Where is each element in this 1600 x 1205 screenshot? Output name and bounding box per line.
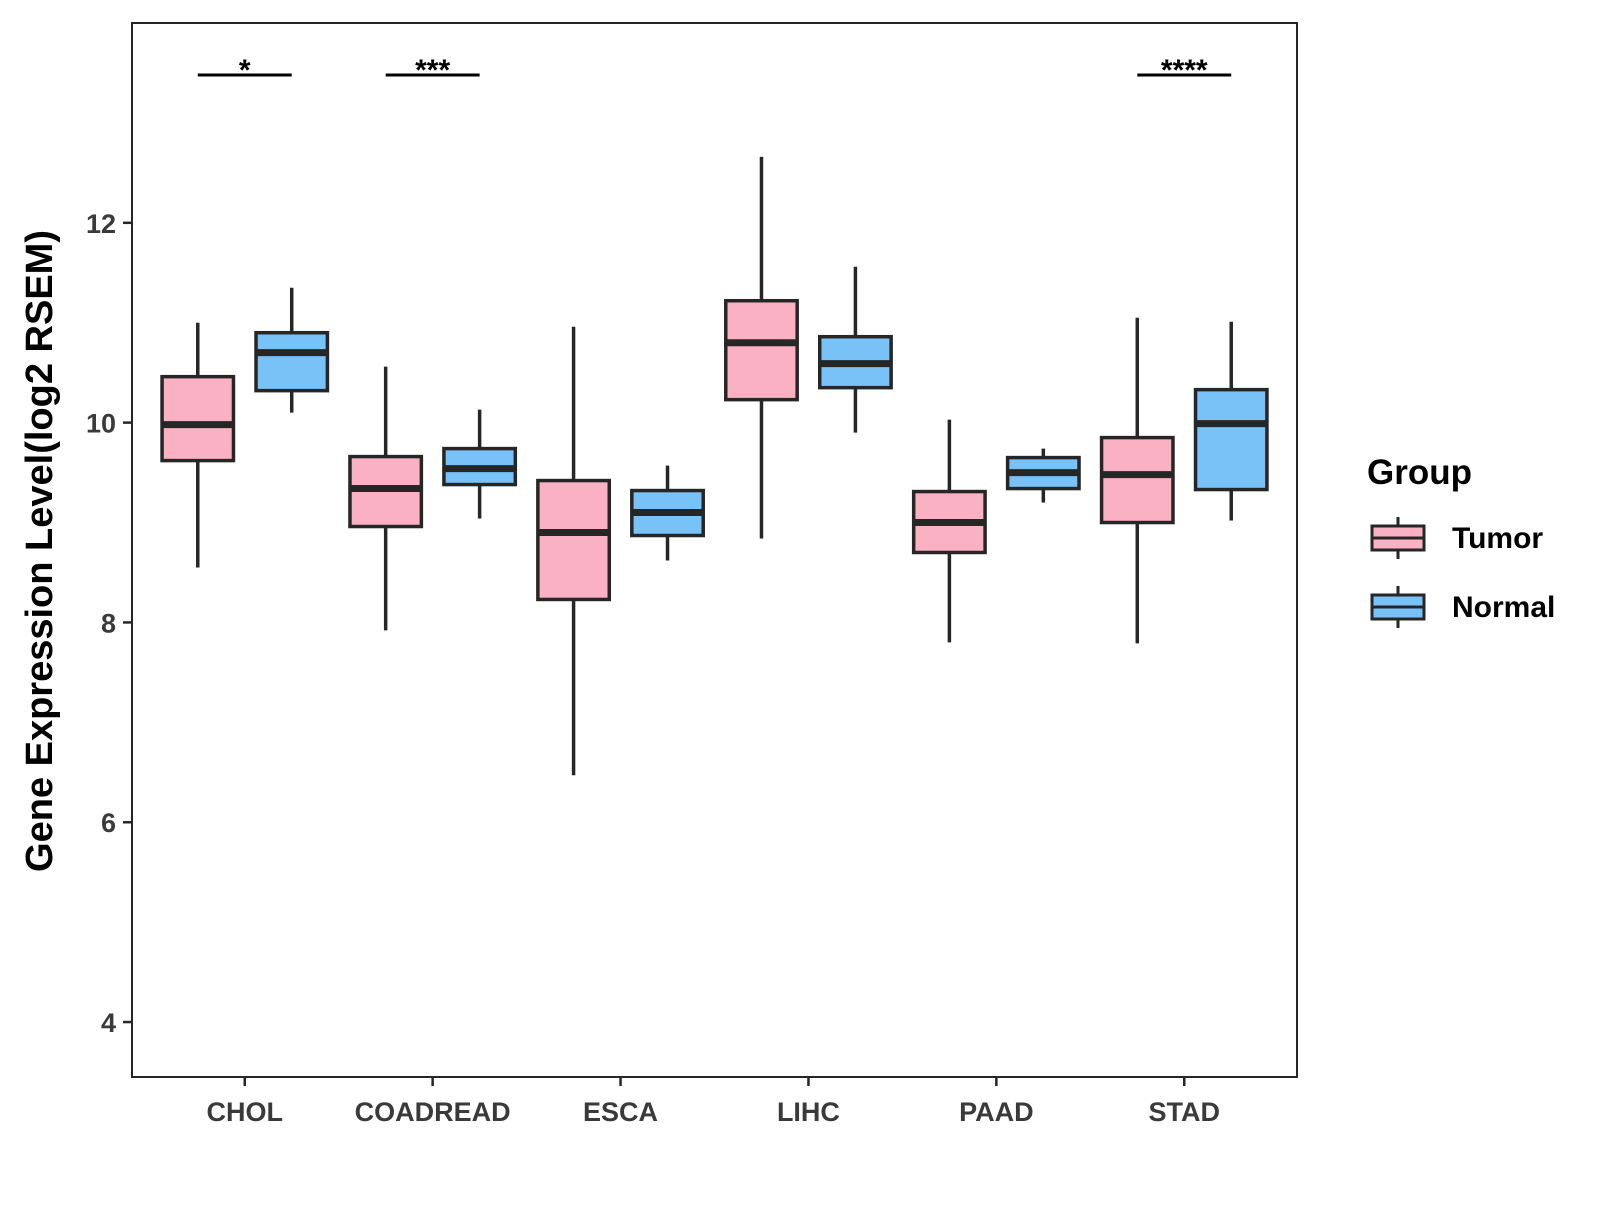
y-tick-label: 10 (86, 409, 116, 439)
box-normal-chol (254, 287, 330, 413)
y-tick-label: 8 (101, 608, 116, 638)
box-tumor-paad (911, 419, 987, 643)
significance-label: **** (1161, 54, 1208, 87)
y-tick-label: 6 (101, 808, 116, 838)
x-tick-label: STAD (1149, 1097, 1221, 1127)
box-tumor-lihc (724, 156, 799, 539)
significance-label: * (239, 54, 251, 87)
box-tumor-esca (536, 326, 612, 776)
legend-item-tumor: Tumor (1370, 517, 1543, 559)
box-normal-esca (630, 465, 705, 561)
box-body (724, 298, 799, 402)
box-body (1193, 387, 1269, 492)
legend-label: Normal (1452, 591, 1555, 624)
y-tick-label: 4 (101, 1008, 116, 1038)
box-body (254, 330, 330, 393)
x-tick-label: COADREAD (355, 1097, 511, 1127)
box-normal-lihc (817, 266, 893, 433)
box-body (536, 478, 612, 602)
x-tick-label: LIHC (777, 1097, 840, 1127)
box-tumor-coadread (348, 366, 424, 631)
x-tick-label: ESCA (583, 1097, 658, 1127)
box-body (1099, 435, 1175, 525)
legend-title: Group (1367, 453, 1472, 492)
y-tick-label: 12 (86, 209, 116, 239)
box-tumor-chol (160, 322, 236, 568)
x-tick-label: CHOL (206, 1097, 283, 1127)
box-normal-coadread (442, 409, 518, 519)
legend-label: Tumor (1452, 522, 1543, 555)
box-normal-paad (1005, 448, 1081, 503)
box-tumor-stad (1099, 317, 1175, 644)
plot-panel-border (131, 22, 1298, 1078)
box-body (160, 374, 236, 463)
y-axis-title: Gene Expression Level(log2 RSEM) (19, 230, 61, 872)
legend-item-normal: Normal (1370, 586, 1555, 628)
x-tick-label: PAAD (959, 1097, 1034, 1127)
legend: Group Tumor Normal (1367, 453, 1555, 628)
significance-label: *** (415, 54, 450, 87)
box-normal-stad (1193, 321, 1269, 521)
